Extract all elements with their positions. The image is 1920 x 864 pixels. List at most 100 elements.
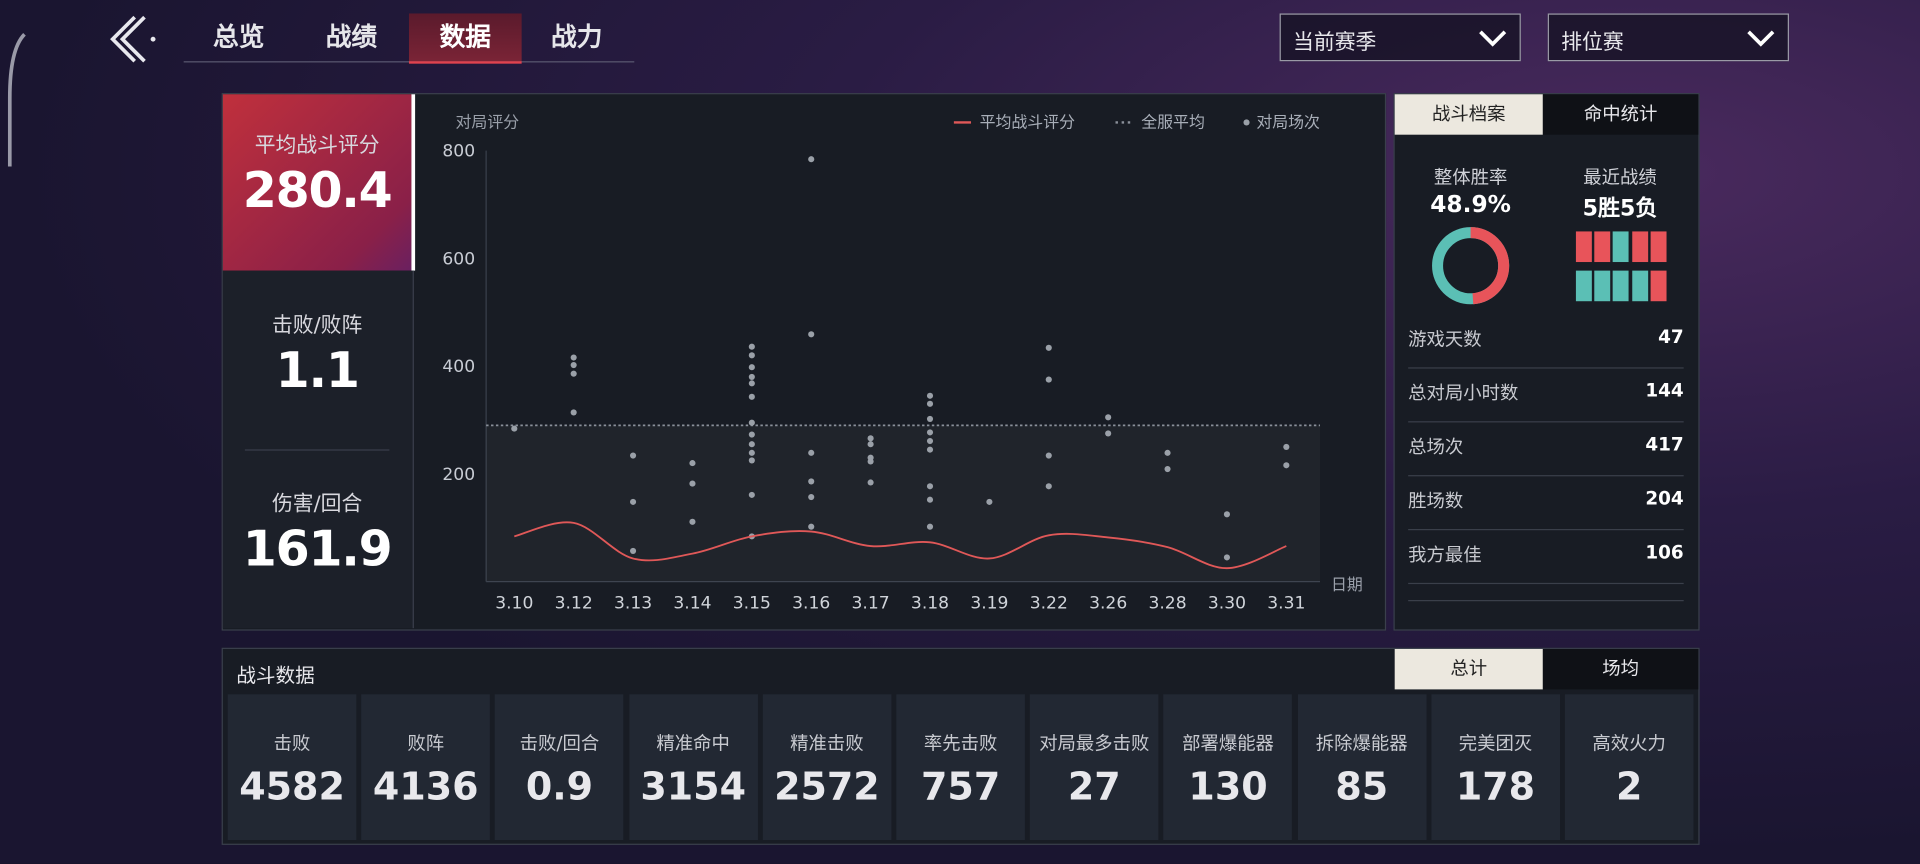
rating-line: [514, 521, 1287, 570]
legend-label: 全服平均: [1141, 112, 1205, 131]
match-dot: [748, 373, 755, 380]
match-dot: [986, 498, 993, 505]
x-tick-label: 3.12: [555, 594, 593, 614]
combat-stat-label: 率先击败: [923, 732, 998, 755]
profile-stat-label: 胜场数: [1408, 489, 1464, 512]
match-dot: [1223, 511, 1231, 518]
x-tick-label: 3.14: [673, 594, 711, 614]
combat-stat: 精准命中 3154: [628, 694, 758, 841]
x-tick-label: 3.10: [495, 594, 533, 614]
match-dot: [1164, 465, 1171, 473]
divider: [244, 449, 390, 451]
combat-title: 战斗数据: [236, 663, 315, 687]
combat-stat: 高效火力 2: [1564, 694, 1694, 841]
x-tick-label: 3.28: [1148, 594, 1186, 614]
match-dot: [1164, 449, 1171, 456]
x-axis-label: 日期: [1331, 575, 1363, 594]
summary-item: 伤害/回合 161.9: [222, 486, 413, 578]
chart-panel: [221, 93, 1387, 631]
x-tick-label: 3.22: [1030, 594, 1068, 614]
summary-value: 1.1: [275, 342, 360, 400]
dropdown[interactable]: 排位赛: [1547, 13, 1789, 62]
back-button[interactable]: [110, 15, 146, 63]
summary-item: 击败/败阵 1.1: [222, 307, 413, 399]
match-dot: [748, 431, 755, 438]
summary-label: 伤害/回合: [271, 492, 363, 517]
match-dot: [1045, 344, 1052, 351]
match-dot: [926, 429, 934, 436]
match-dot: [748, 449, 755, 456]
combat-tab[interactable]: 总计: [1394, 648, 1543, 690]
match-dot: [1045, 483, 1052, 490]
combat-stat-value: 27: [1067, 765, 1121, 810]
match-dot: [570, 370, 577, 377]
profile-stat-row: 游戏天数 47: [1408, 313, 1684, 369]
combat-stat: 击败/回合 0.9: [495, 694, 624, 841]
combat-stat-label: 高效火力: [1592, 732, 1666, 755]
profile-stat-value: 204: [1645, 487, 1684, 510]
x-tick-label: 3.13: [614, 594, 652, 614]
result-square: [1631, 270, 1648, 302]
match-dot: [808, 449, 815, 456]
y-tick-label: 400: [442, 357, 475, 377]
nav-tab[interactable]: 战力: [551, 22, 603, 52]
combat-stat: 拆除爆能器 85: [1297, 694, 1427, 841]
combat-stat-value: 2: [1615, 765, 1643, 810]
combat-stat-value: 4582: [239, 765, 345, 810]
nav-tab[interactable]: 总览: [213, 22, 265, 52]
match-dot: [570, 409, 577, 416]
match-dot: [570, 354, 577, 361]
match-dot: [1045, 376, 1052, 383]
combat-stat-value: 178: [1455, 765, 1536, 810]
match-dot: [926, 392, 934, 399]
x-tick-label: 3.16: [792, 594, 830, 614]
dropdown-label: 当前赛季: [1293, 30, 1377, 56]
match-dot: [808, 156, 815, 163]
combat-stat-value: 0.9: [525, 765, 594, 810]
profile-stat-value: 106: [1645, 541, 1684, 564]
profile-stat-value: 417: [1645, 433, 1684, 456]
card-marker: [411, 94, 416, 271]
profile-stat-label: 我方最佳: [1408, 543, 1482, 566]
y-tick-label: 200: [442, 465, 475, 485]
match-dot: [808, 478, 815, 485]
nav-tab[interactable]: 战绩: [325, 22, 378, 52]
match-dot: [689, 518, 696, 525]
chevron-path: [1747, 30, 1775, 47]
profile-tab[interactable]: 命中统计: [1542, 94, 1699, 135]
profile-tab[interactable]: 战斗档案: [1394, 94, 1543, 135]
legend-label: 平均战斗评分: [980, 112, 1076, 131]
match-dot: [748, 352, 755, 359]
profile-stat-label: 总场次: [1408, 435, 1464, 458]
match-dot: [926, 483, 934, 490]
dropdown-label: 排位赛: [1561, 30, 1624, 56]
win-arc: [1470, 227, 1510, 305]
nav-tab[interactable]: 数据: [408, 13, 522, 64]
x-tick-label: 3.26: [1089, 594, 1127, 614]
combat-tab[interactable]: 场均: [1542, 648, 1699, 690]
recent-value: 5胜5负: [1582, 195, 1658, 222]
summary-label: 击败/败阵: [271, 313, 363, 338]
match-dot: [1223, 554, 1231, 561]
match-dot: [748, 393, 755, 400]
match-dot: [867, 441, 874, 448]
combat-stat-value: 130: [1188, 765, 1268, 810]
profile-stat-row: 胜场数 204: [1408, 475, 1684, 531]
dropdown[interactable]: 当前赛季: [1279, 13, 1521, 62]
match-dot: [570, 361, 577, 369]
match-dot: [748, 419, 755, 426]
x-tick-label: 3.30: [1208, 594, 1246, 614]
combat-stat: 对局最多击败 27: [1030, 694, 1159, 841]
nav-underline: [183, 61, 635, 63]
match-dot: [926, 400, 934, 407]
match-dot: [748, 380, 755, 387]
combat-stat: 部署爆能器 130: [1163, 694, 1293, 841]
result-square: [1575, 231, 1592, 263]
match-dot: [867, 435, 874, 442]
summary-item: 平均战斗评分 280.4: [222, 127, 413, 219]
combat-stat-value: 2572: [774, 765, 880, 810]
match-dot: [926, 446, 934, 453]
profile-stat-row: 我方最佳 106: [1408, 529, 1684, 585]
combat-stat-label: 拆除爆能器: [1315, 732, 1408, 755]
